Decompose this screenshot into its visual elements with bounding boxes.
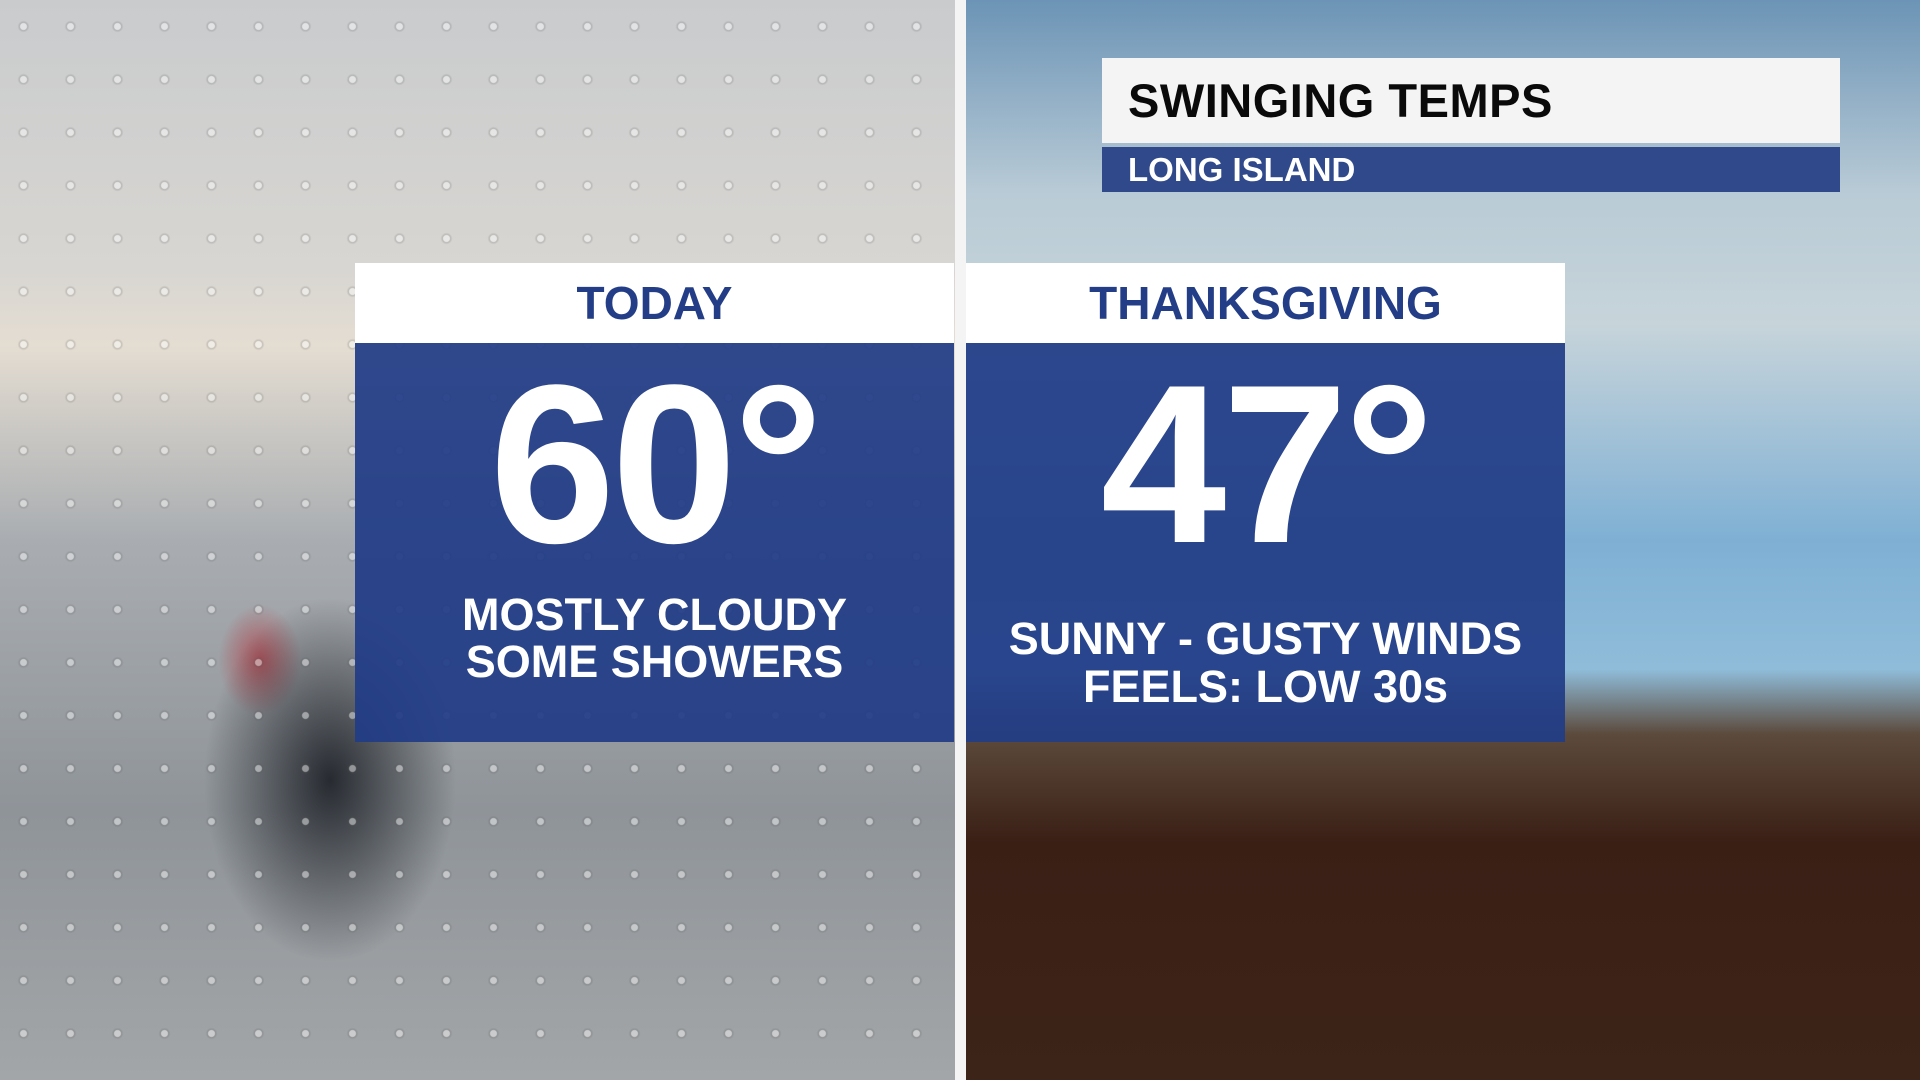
temperature: 60° (489, 337, 824, 590)
condition-line: FEELS: LOW 30s (1082, 661, 1449, 712)
temperature: 47° (1100, 337, 1435, 590)
condition-line: SOME SHOWERS (465, 636, 844, 687)
today-panel: TODAY 60° MOSTLY CLOUDY SOME SHOWERS (355, 263, 954, 742)
panel-title: TODAY (355, 263, 954, 343)
divider (955, 0, 966, 1080)
panel-body: 47° SUNNY - GUSTY WINDS FEELS: LOW 30s (966, 343, 1565, 742)
condition-line: MOSTLY CLOUDY (461, 589, 848, 640)
graphic-title: SWINGING TEMPS (1102, 58, 1840, 143)
panel-title: THANKSGIVING (966, 263, 1565, 343)
thanksgiving-panel: THANKSGIVING 47° SUNNY - GUSTY WINDS FEE… (966, 263, 1565, 742)
location-label: LONG ISLAND (1102, 147, 1840, 192)
panel-body: 60° MOSTLY CLOUDY SOME SHOWERS (355, 343, 954, 742)
condition-line: SUNNY - GUSTY WINDS (1008, 613, 1523, 664)
